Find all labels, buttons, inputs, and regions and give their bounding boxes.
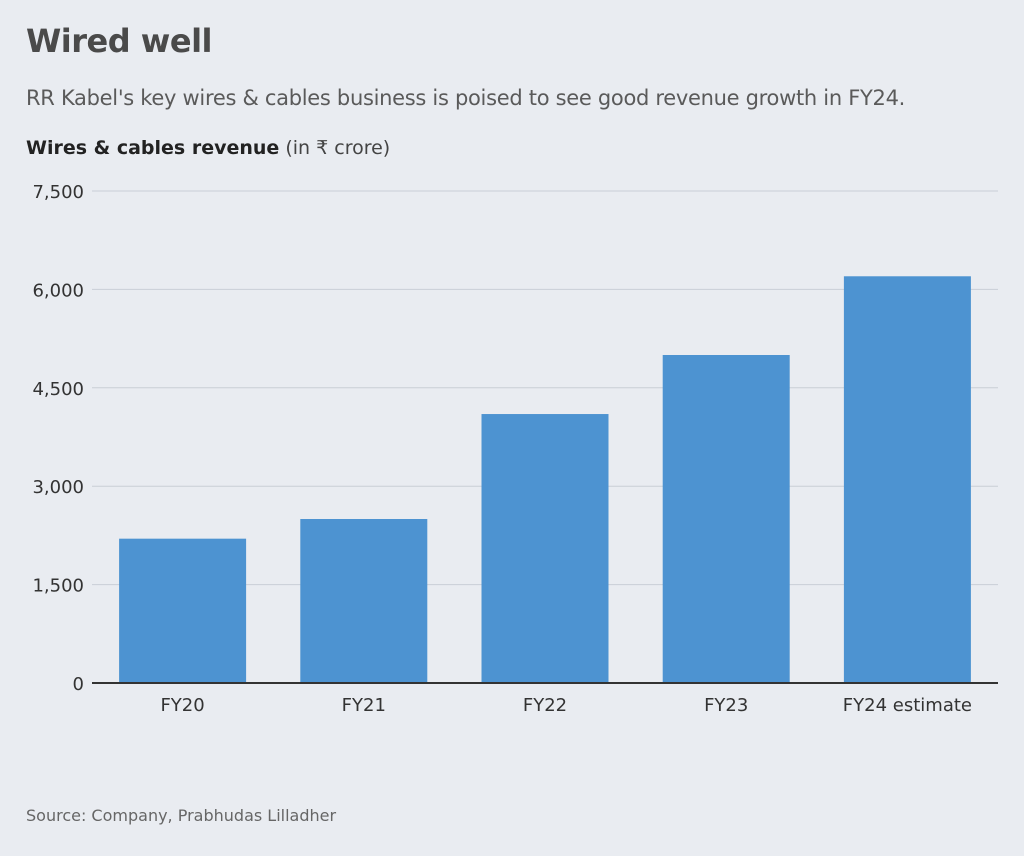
chart-heading-unit: (in ₹ crore) [279, 137, 391, 159]
bar-fy22 [481, 414, 609, 683]
bar-fy23 [662, 355, 790, 683]
y-tick-label: 6,000 [32, 280, 84, 301]
y-tick-label: 3,000 [32, 477, 84, 498]
bar-fy20 [119, 538, 247, 683]
bar-fy24-estimate [843, 276, 971, 683]
x-axis-labels: FY20 FY21 FY22 FY23 FY24 estimate [160, 695, 972, 716]
y-tick-label: 7,500 [32, 182, 84, 203]
chart-subtitle: RR Kabel's key wires & cables business i… [26, 86, 906, 110]
x-category-label: FY20 [160, 695, 204, 716]
x-category-label: FY23 [704, 695, 748, 716]
bar-fy21 [300, 519, 428, 683]
x-category-label: FY24 estimate [843, 695, 972, 716]
y-axis-ticks: 0 1,500 3,000 4,500 6,000 7,500 [32, 182, 84, 695]
source-note: Source: Company, Prabhudas Lilladher [26, 806, 337, 825]
x-category-label: FY21 [342, 695, 386, 716]
chart-heading-measure: Wires & cables revenue [26, 137, 280, 159]
y-tick-label: 4,500 [32, 379, 84, 400]
y-tick-label: 0 [73, 674, 84, 695]
bars [119, 276, 971, 683]
y-tick-label: 1,500 [32, 576, 84, 597]
x-category-label: FY22 [523, 695, 567, 716]
chart-heading: Wires & cables revenue (in ₹ crore) [26, 137, 390, 159]
chart-title: Wired well [26, 22, 213, 60]
